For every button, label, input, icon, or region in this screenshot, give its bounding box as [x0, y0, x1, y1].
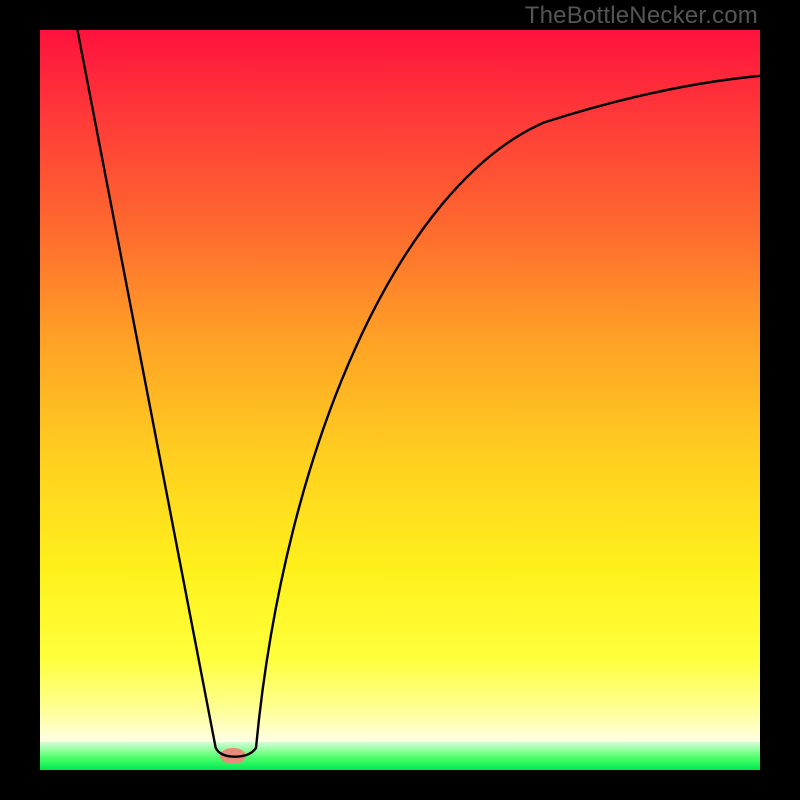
frame-border-left [0, 0, 40, 800]
watermark-text: TheBottleNecker.com [525, 2, 758, 30]
frame-border-right [760, 0, 800, 800]
frame-border-bottom [0, 770, 800, 800]
green-band [40, 742, 760, 770]
chart-frame: TheBottleNecker.com [0, 0, 800, 800]
plot-area [40, 30, 760, 770]
heat-gradient [40, 30, 760, 742]
